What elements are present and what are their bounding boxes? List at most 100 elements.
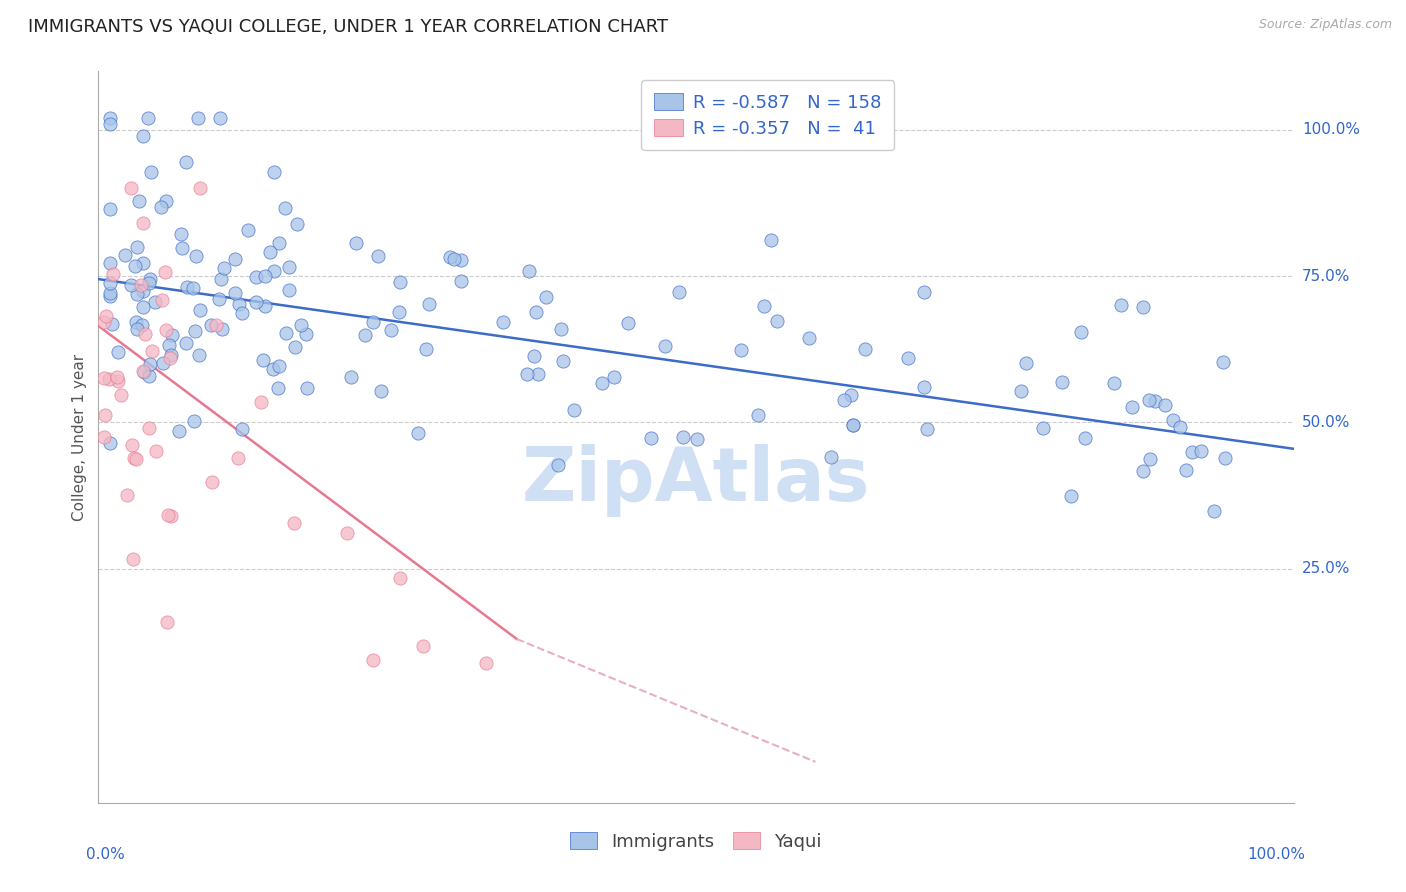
Point — [156, 508, 179, 523]
Point — [603, 370, 626, 384]
Point — [160, 508, 183, 523]
Point — [252, 352, 274, 367]
Point — [912, 380, 935, 394]
Point — [184, 324, 207, 338]
Point — [450, 253, 472, 268]
Point — [1180, 445, 1202, 459]
Point — [131, 318, 153, 332]
Point — [263, 264, 285, 278]
Point — [190, 302, 212, 317]
Point — [98, 111, 122, 125]
Point — [551, 354, 574, 368]
Point — [138, 368, 160, 383]
Point — [98, 117, 122, 131]
Point — [1144, 394, 1167, 409]
Point — [253, 299, 276, 313]
Point — [93, 408, 115, 422]
Point — [443, 252, 465, 267]
Point — [754, 299, 776, 313]
Point — [136, 111, 159, 125]
Point — [1109, 297, 1132, 311]
Point — [267, 359, 290, 373]
Point — [523, 349, 546, 363]
Point — [278, 283, 301, 297]
Point — [132, 216, 155, 230]
Point — [125, 287, 148, 301]
Point — [686, 432, 709, 446]
Text: 50.0%: 50.0% — [1302, 415, 1350, 430]
Point — [145, 443, 167, 458]
Point — [105, 370, 128, 384]
Point — [141, 164, 163, 178]
Point — [591, 376, 613, 391]
Point — [747, 408, 769, 422]
Point — [1189, 443, 1212, 458]
Point — [1213, 451, 1236, 466]
Point — [176, 155, 198, 169]
Point — [132, 128, 155, 143]
Point — [765, 314, 787, 328]
Point — [388, 304, 411, 318]
Point — [1010, 384, 1032, 398]
Text: Source: ZipAtlas.com: Source: ZipAtlas.com — [1258, 18, 1392, 31]
Point — [98, 202, 122, 216]
Point — [550, 322, 572, 336]
Point — [110, 388, 132, 402]
Point — [267, 381, 290, 395]
Point — [361, 653, 384, 667]
Point — [259, 245, 281, 260]
Point — [842, 418, 865, 433]
Point — [617, 317, 640, 331]
Point — [832, 392, 855, 407]
Point — [406, 425, 429, 440]
Point — [187, 348, 209, 362]
Point — [138, 421, 160, 435]
Point — [267, 236, 290, 251]
Point — [226, 451, 249, 466]
Point — [245, 269, 267, 284]
Point — [450, 274, 472, 288]
Point — [97, 372, 120, 386]
Text: 75.0%: 75.0% — [1302, 268, 1350, 284]
Point — [654, 339, 676, 353]
Point — [336, 526, 359, 541]
Point — [1174, 463, 1197, 477]
Point — [124, 260, 146, 274]
Point — [290, 318, 312, 333]
Point — [1121, 400, 1143, 414]
Point — [1212, 355, 1234, 369]
Point — [98, 286, 122, 301]
Point — [129, 278, 152, 293]
Point — [640, 431, 662, 445]
Point — [354, 328, 377, 343]
Point — [439, 250, 461, 264]
Point — [98, 435, 122, 450]
Text: 100.0%: 100.0% — [1247, 847, 1306, 862]
Point — [287, 217, 309, 231]
Point — [201, 475, 224, 489]
Point — [231, 421, 253, 435]
Point — [143, 294, 166, 309]
Point — [98, 289, 122, 303]
Point — [155, 194, 177, 209]
Point — [188, 181, 211, 195]
Point — [174, 336, 197, 351]
Point — [388, 275, 411, 289]
Point — [134, 327, 156, 342]
Point — [1070, 325, 1092, 339]
Point — [139, 272, 162, 286]
Point — [526, 305, 548, 319]
Point — [250, 394, 273, 409]
Point — [120, 181, 142, 195]
Point — [262, 362, 284, 376]
Point — [187, 111, 209, 125]
Point — [1074, 431, 1097, 445]
Point — [156, 615, 179, 629]
Point — [380, 323, 402, 337]
Point — [236, 223, 259, 237]
Point — [127, 321, 149, 335]
Point — [132, 366, 155, 380]
Point — [1202, 504, 1225, 518]
Point — [121, 438, 143, 452]
Point — [172, 241, 194, 255]
